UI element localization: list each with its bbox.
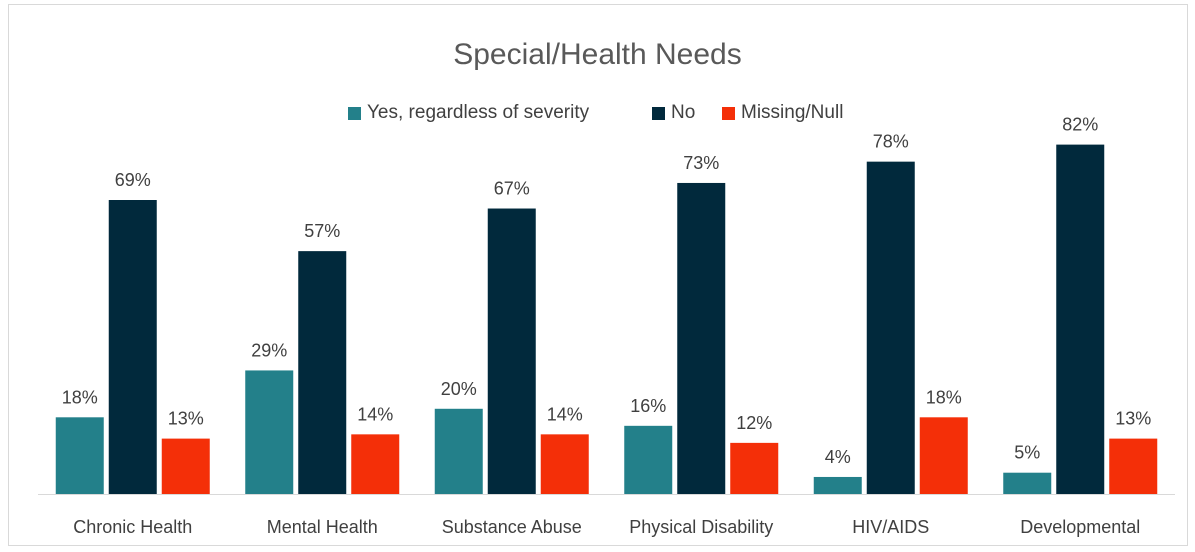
legend-swatch-no bbox=[652, 106, 665, 120]
x-tick-label-1: Mental Health bbox=[267, 517, 378, 537]
bar-1-4 bbox=[866, 161, 915, 495]
data-label-2-2: 14% bbox=[547, 404, 583, 424]
data-label-0-4: 4% bbox=[825, 447, 851, 467]
x-tick-label-0: Chronic Health bbox=[73, 517, 192, 537]
chart-title: Special/Health Needs bbox=[453, 38, 742, 71]
data-label-1-2: 67% bbox=[494, 179, 530, 199]
bar-2-3 bbox=[730, 442, 779, 494]
legend-label-missing: Missing/Null bbox=[741, 102, 844, 123]
legend-item-missing: Missing/Null bbox=[722, 102, 843, 124]
data-label-0-2: 20% bbox=[441, 379, 477, 399]
bar-2-1 bbox=[351, 434, 400, 494]
bar-0-4 bbox=[813, 476, 862, 494]
legend-swatch-yes bbox=[348, 106, 361, 120]
bar-2-0 bbox=[161, 438, 210, 494]
data-label-1-5: 82% bbox=[1062, 115, 1098, 135]
bar-2-2 bbox=[540, 434, 589, 494]
bar-0-3 bbox=[624, 425, 673, 494]
data-label-0-0: 18% bbox=[62, 387, 98, 407]
data-label-2-3: 12% bbox=[736, 413, 772, 433]
bar-1-1 bbox=[298, 251, 347, 494]
legend-swatch-missing bbox=[722, 106, 735, 120]
data-label-2-1: 14% bbox=[357, 404, 393, 424]
data-label-1-4: 78% bbox=[873, 132, 909, 152]
data-label-0-3: 16% bbox=[630, 396, 666, 416]
bar-0-0 bbox=[55, 417, 104, 494]
legend-label-no: No bbox=[671, 102, 696, 123]
bar-2-5 bbox=[1109, 438, 1158, 494]
bar-1-2 bbox=[487, 208, 536, 495]
chart-legend: Yes, regardless of severity No Missing/N… bbox=[0, 102, 1195, 132]
legend-item-yes: Yes, regardless of severity bbox=[348, 102, 589, 124]
bar-0-2 bbox=[434, 408, 483, 494]
bar-0-1 bbox=[245, 370, 294, 494]
bar-2-4 bbox=[919, 417, 968, 494]
data-label-2-4: 18% bbox=[926, 387, 962, 407]
bar-1-0 bbox=[108, 200, 157, 494]
data-label-0-1: 29% bbox=[251, 340, 287, 360]
data-label-2-0: 13% bbox=[168, 409, 204, 429]
data-label-1-1: 57% bbox=[304, 221, 340, 241]
data-label-2-5: 13% bbox=[1115, 409, 1151, 429]
data-label-0-5: 5% bbox=[1014, 443, 1040, 463]
x-tick-label-5: Developmental bbox=[1020, 517, 1140, 537]
legend-label-yes: Yes, regardless of severity bbox=[367, 102, 590, 123]
data-label-1-0: 69% bbox=[115, 170, 151, 190]
bar-0-5 bbox=[1003, 472, 1052, 494]
bar-1-5 bbox=[1056, 144, 1105, 494]
data-label-1-3: 73% bbox=[683, 153, 719, 173]
x-tick-label-4: HIV/AIDS bbox=[852, 517, 929, 537]
legend-item-no: No bbox=[652, 102, 695, 124]
bar-1-3 bbox=[677, 182, 726, 494]
x-tick-label-3: Physical Disability bbox=[629, 517, 773, 537]
x-tick-label-2: Substance Abuse bbox=[442, 517, 582, 537]
